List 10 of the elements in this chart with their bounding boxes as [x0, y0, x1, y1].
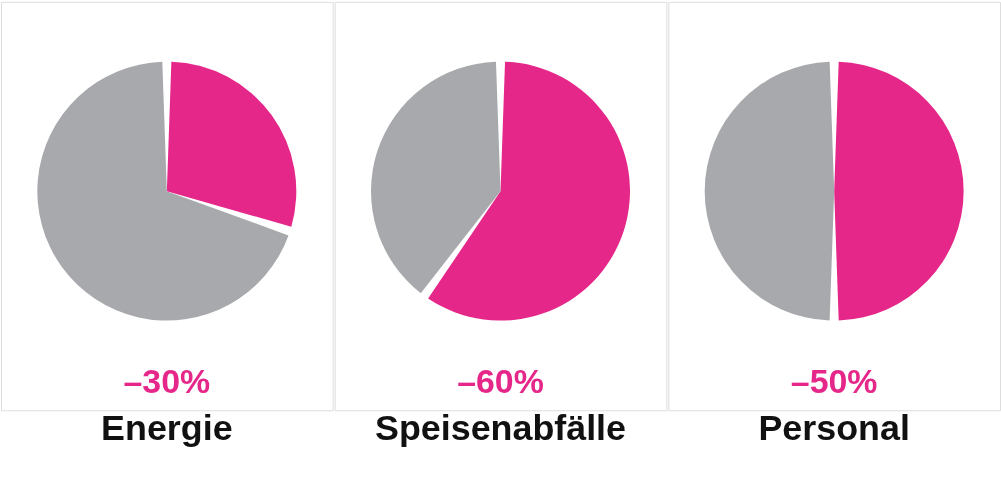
- pie-slice: [834, 61, 964, 321]
- text: –50%: [790, 362, 878, 401]
- text: –30%: [123, 362, 211, 401]
- text: Speisenabfälle: [374, 408, 627, 449]
- pie-slice: [37, 61, 289, 321]
- text: Energie: [101, 408, 233, 449]
- text: Personal: [758, 408, 910, 449]
- pie-slice: [704, 61, 835, 321]
- pie-slice: [166, 61, 297, 227]
- text: –60%: [457, 362, 544, 401]
